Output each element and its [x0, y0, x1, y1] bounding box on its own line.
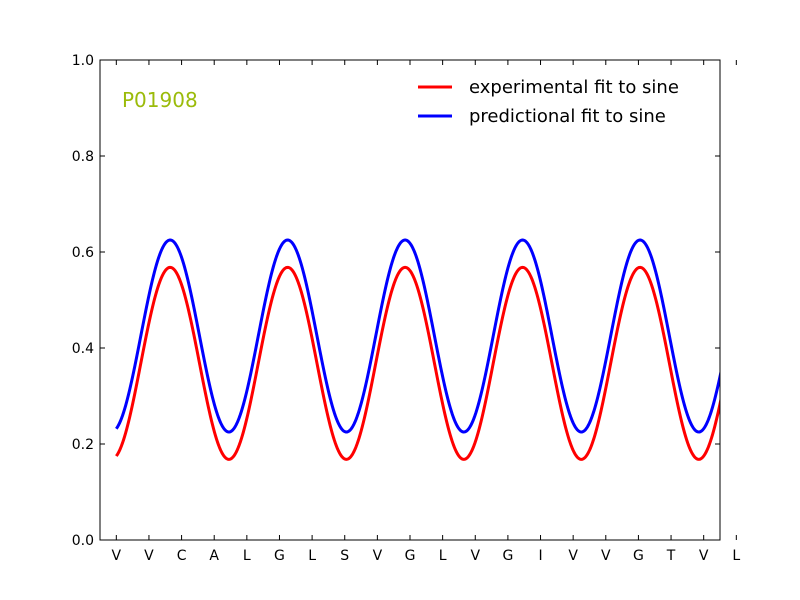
series-line-2	[115, 238, 720, 434]
x-tick-label: L	[439, 548, 447, 564]
legend-label: experimental fit to sine	[469, 77, 679, 98]
x-tick-label: L	[308, 548, 316, 564]
x-tick-label: G	[502, 548, 513, 564]
y-tick-label: 0.8	[72, 149, 94, 165]
plot-frame	[99, 59, 721, 541]
x-tick-label: C	[177, 548, 187, 564]
x-tick-label: G	[274, 548, 285, 564]
x-tick-label: S	[340, 548, 349, 564]
x-tick-label: G	[405, 548, 416, 564]
y-tick-label: 1.0	[72, 53, 94, 69]
legend-label: predictional fit to sine	[469, 106, 666, 127]
y-tick-label: 0.4	[72, 341, 94, 357]
series-line-1	[115, 265, 720, 461]
x-tick-label: V	[568, 548, 578, 564]
y-tick-label: 0.0	[72, 533, 94, 549]
x-tick-label: L	[243, 548, 251, 564]
y-tick-label: 0.2	[72, 437, 94, 453]
x-tick-label: I	[538, 548, 542, 564]
x-tick-label: V	[373, 548, 383, 564]
x-tick-label: G	[633, 548, 644, 564]
y-axis: 0.0 0.2 0.4 0.6 0.8 1.0	[72, 53, 720, 549]
x-tick-label: V	[470, 548, 480, 564]
series-layer	[115, 238, 720, 461]
x-tick-label: T	[666, 548, 676, 564]
x-tick-label: L	[732, 548, 740, 564]
y-tick-label: 0.6	[72, 245, 94, 261]
x-tick-label: V	[699, 548, 709, 564]
legend: experimental fit to sine predictional fit…	[418, 77, 679, 127]
x-tick-label: V	[601, 548, 611, 564]
x-tick-label: V	[144, 548, 154, 564]
x-tick-label: A	[209, 548, 219, 564]
x-tick-label: V	[112, 548, 122, 564]
protein-id-annotation: P01908	[122, 88, 198, 112]
